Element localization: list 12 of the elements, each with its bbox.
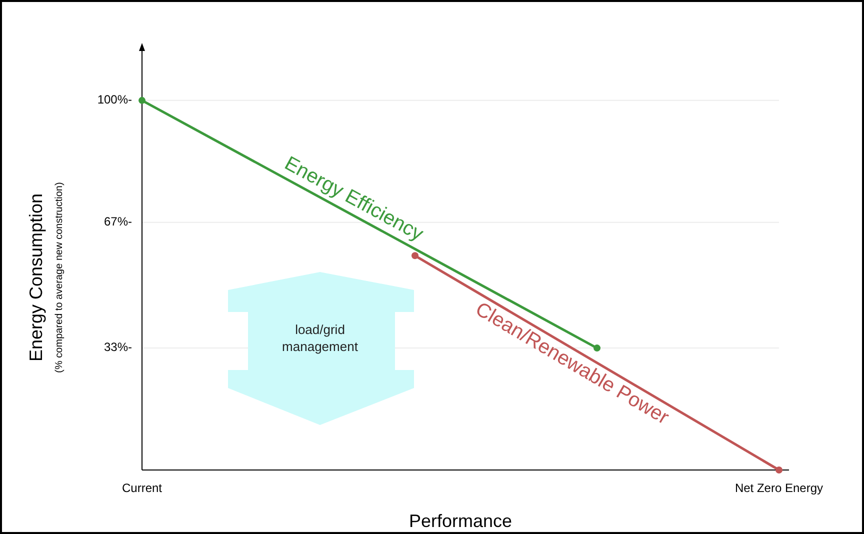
y-axis-title: Energy Consumption	[26, 193, 46, 362]
y-tick-label: 100%-	[97, 92, 132, 107]
point	[412, 252, 418, 260]
x-tick-label: Net Zero Energy	[734, 481, 824, 495]
x-tick-label: Current	[122, 481, 163, 495]
point	[776, 466, 782, 474]
point	[138, 96, 146, 104]
x-axis-title: Performance	[408, 511, 512, 531]
y-tick-label: 33%-	[104, 340, 132, 354]
annotation: load/grid management	[282, 322, 358, 354]
y-tick-label: 67%-	[104, 214, 132, 229]
text: (% compared to average new construction)	[54, 182, 65, 373]
